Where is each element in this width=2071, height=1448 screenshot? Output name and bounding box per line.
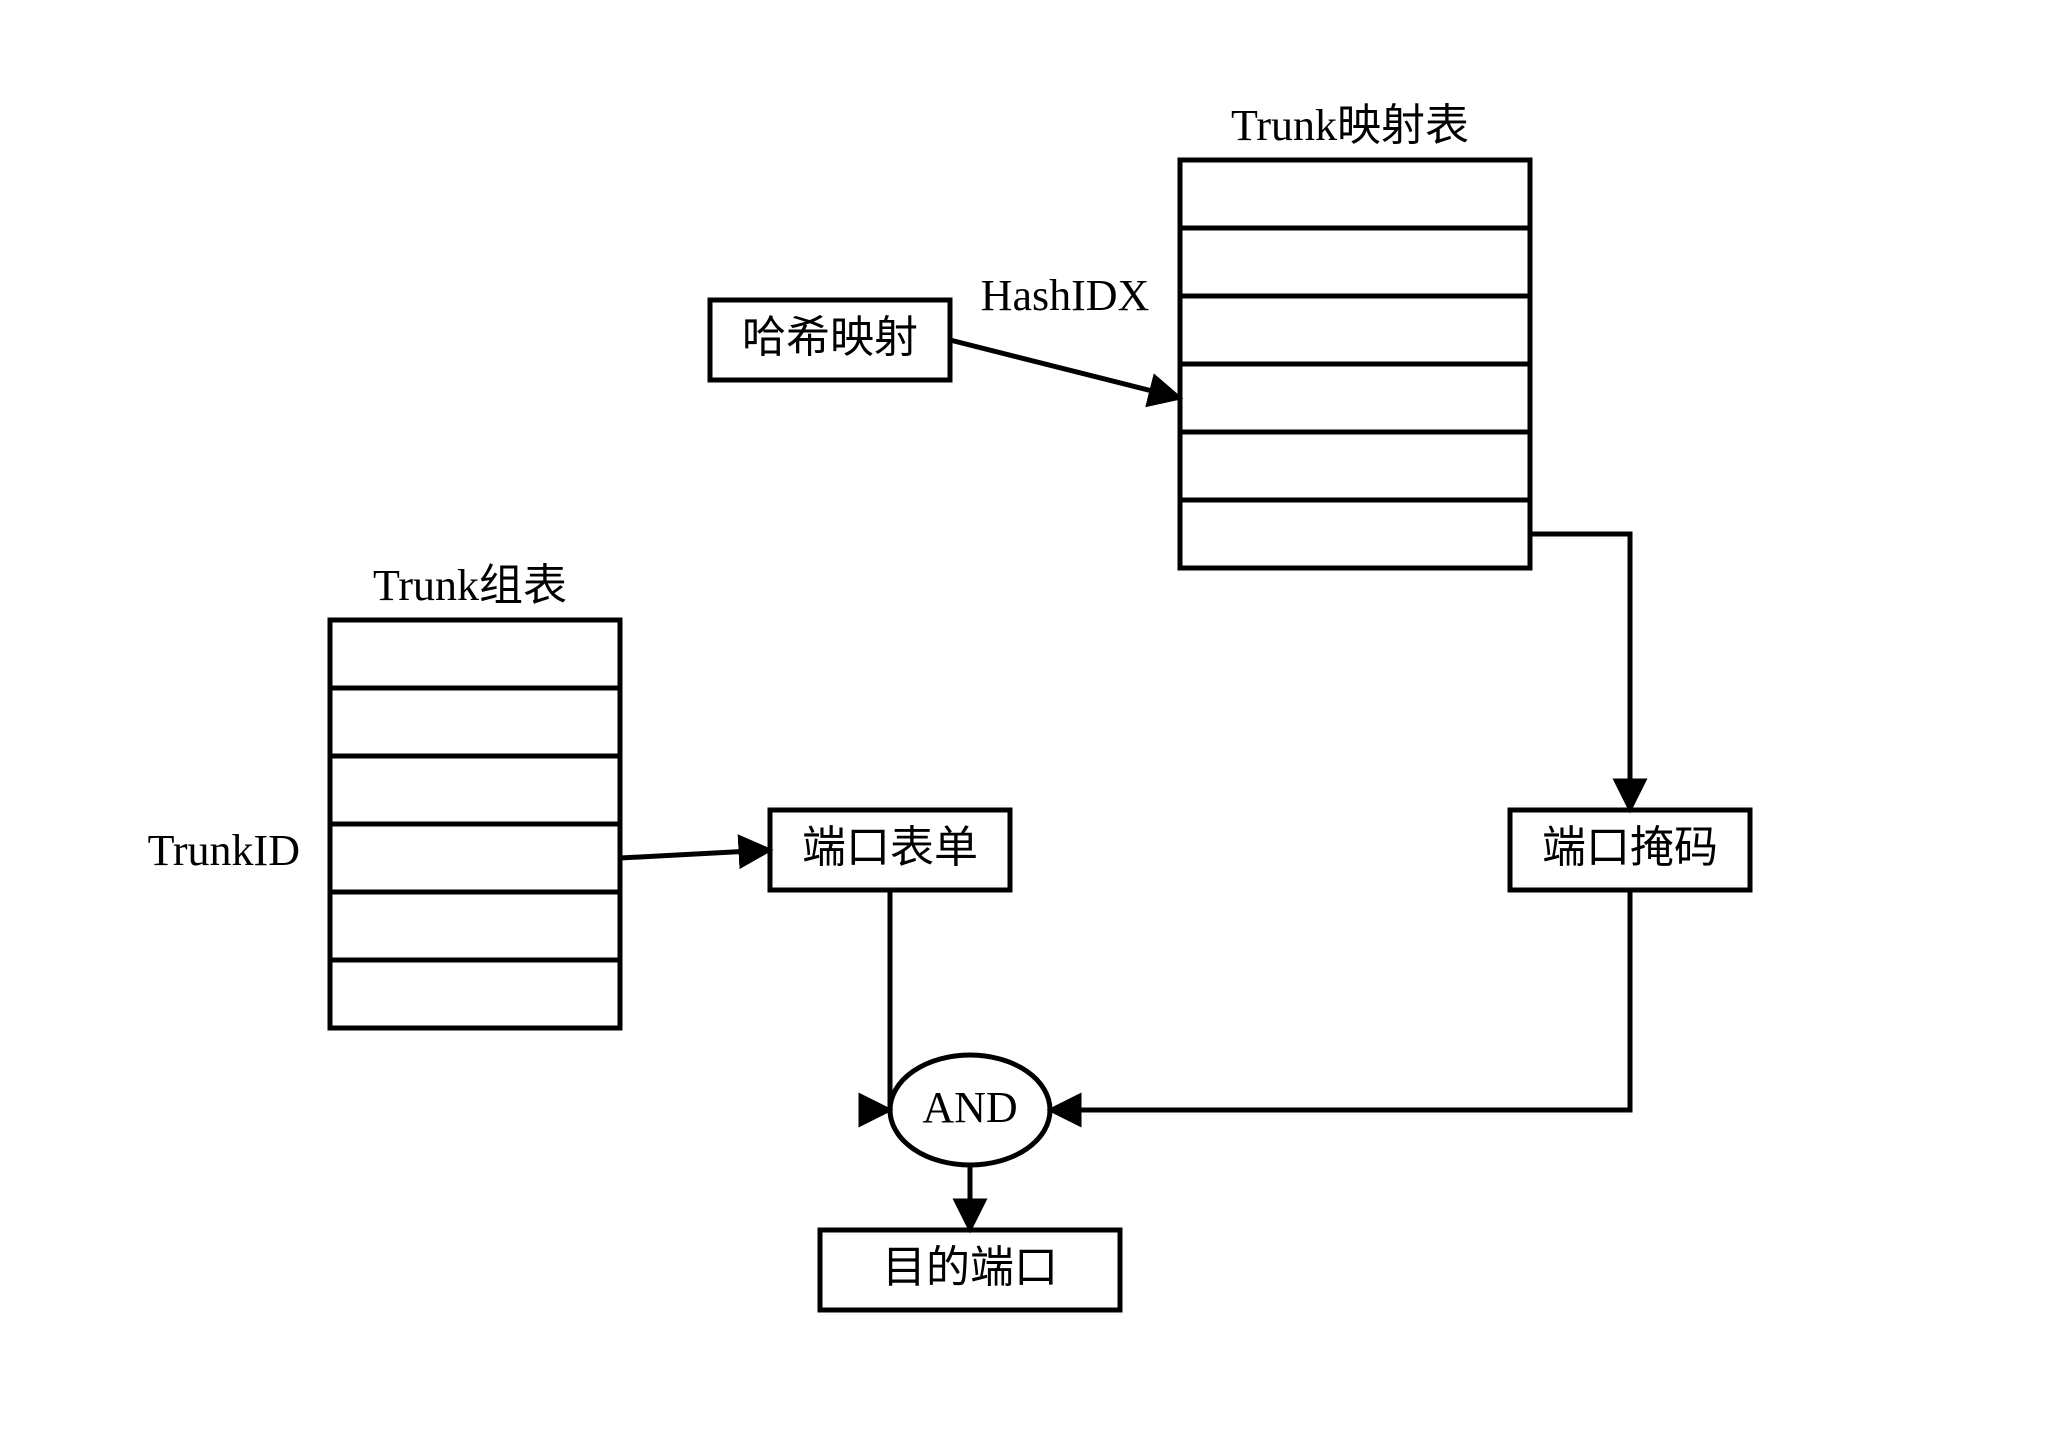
port_list-label: 端口表单 — [802, 823, 978, 872]
port_mask-label: 端口掩码 — [1542, 823, 1718, 872]
edge-hashmap-to-trunkmap — [950, 340, 1180, 398]
trunk_group-input-label: TrunkID — [148, 826, 300, 875]
trunk_map-input-label: HashIDX — [981, 271, 1150, 320]
hash_map-label: 哈希映射 — [742, 313, 918, 362]
dest_port-label: 目的端口 — [882, 1243, 1058, 1292]
trunk_group-title: Trunk组表 — [373, 561, 567, 610]
edge-portmask-to-and — [1050, 890, 1630, 1110]
edge-trunkmap-to-portmask — [1530, 534, 1630, 810]
edge-trunkgroup-to-portlist — [620, 850, 770, 858]
trunk_map-title: Trunk映射表 — [1231, 101, 1469, 150]
and-gate-label: AND — [922, 1083, 1017, 1132]
